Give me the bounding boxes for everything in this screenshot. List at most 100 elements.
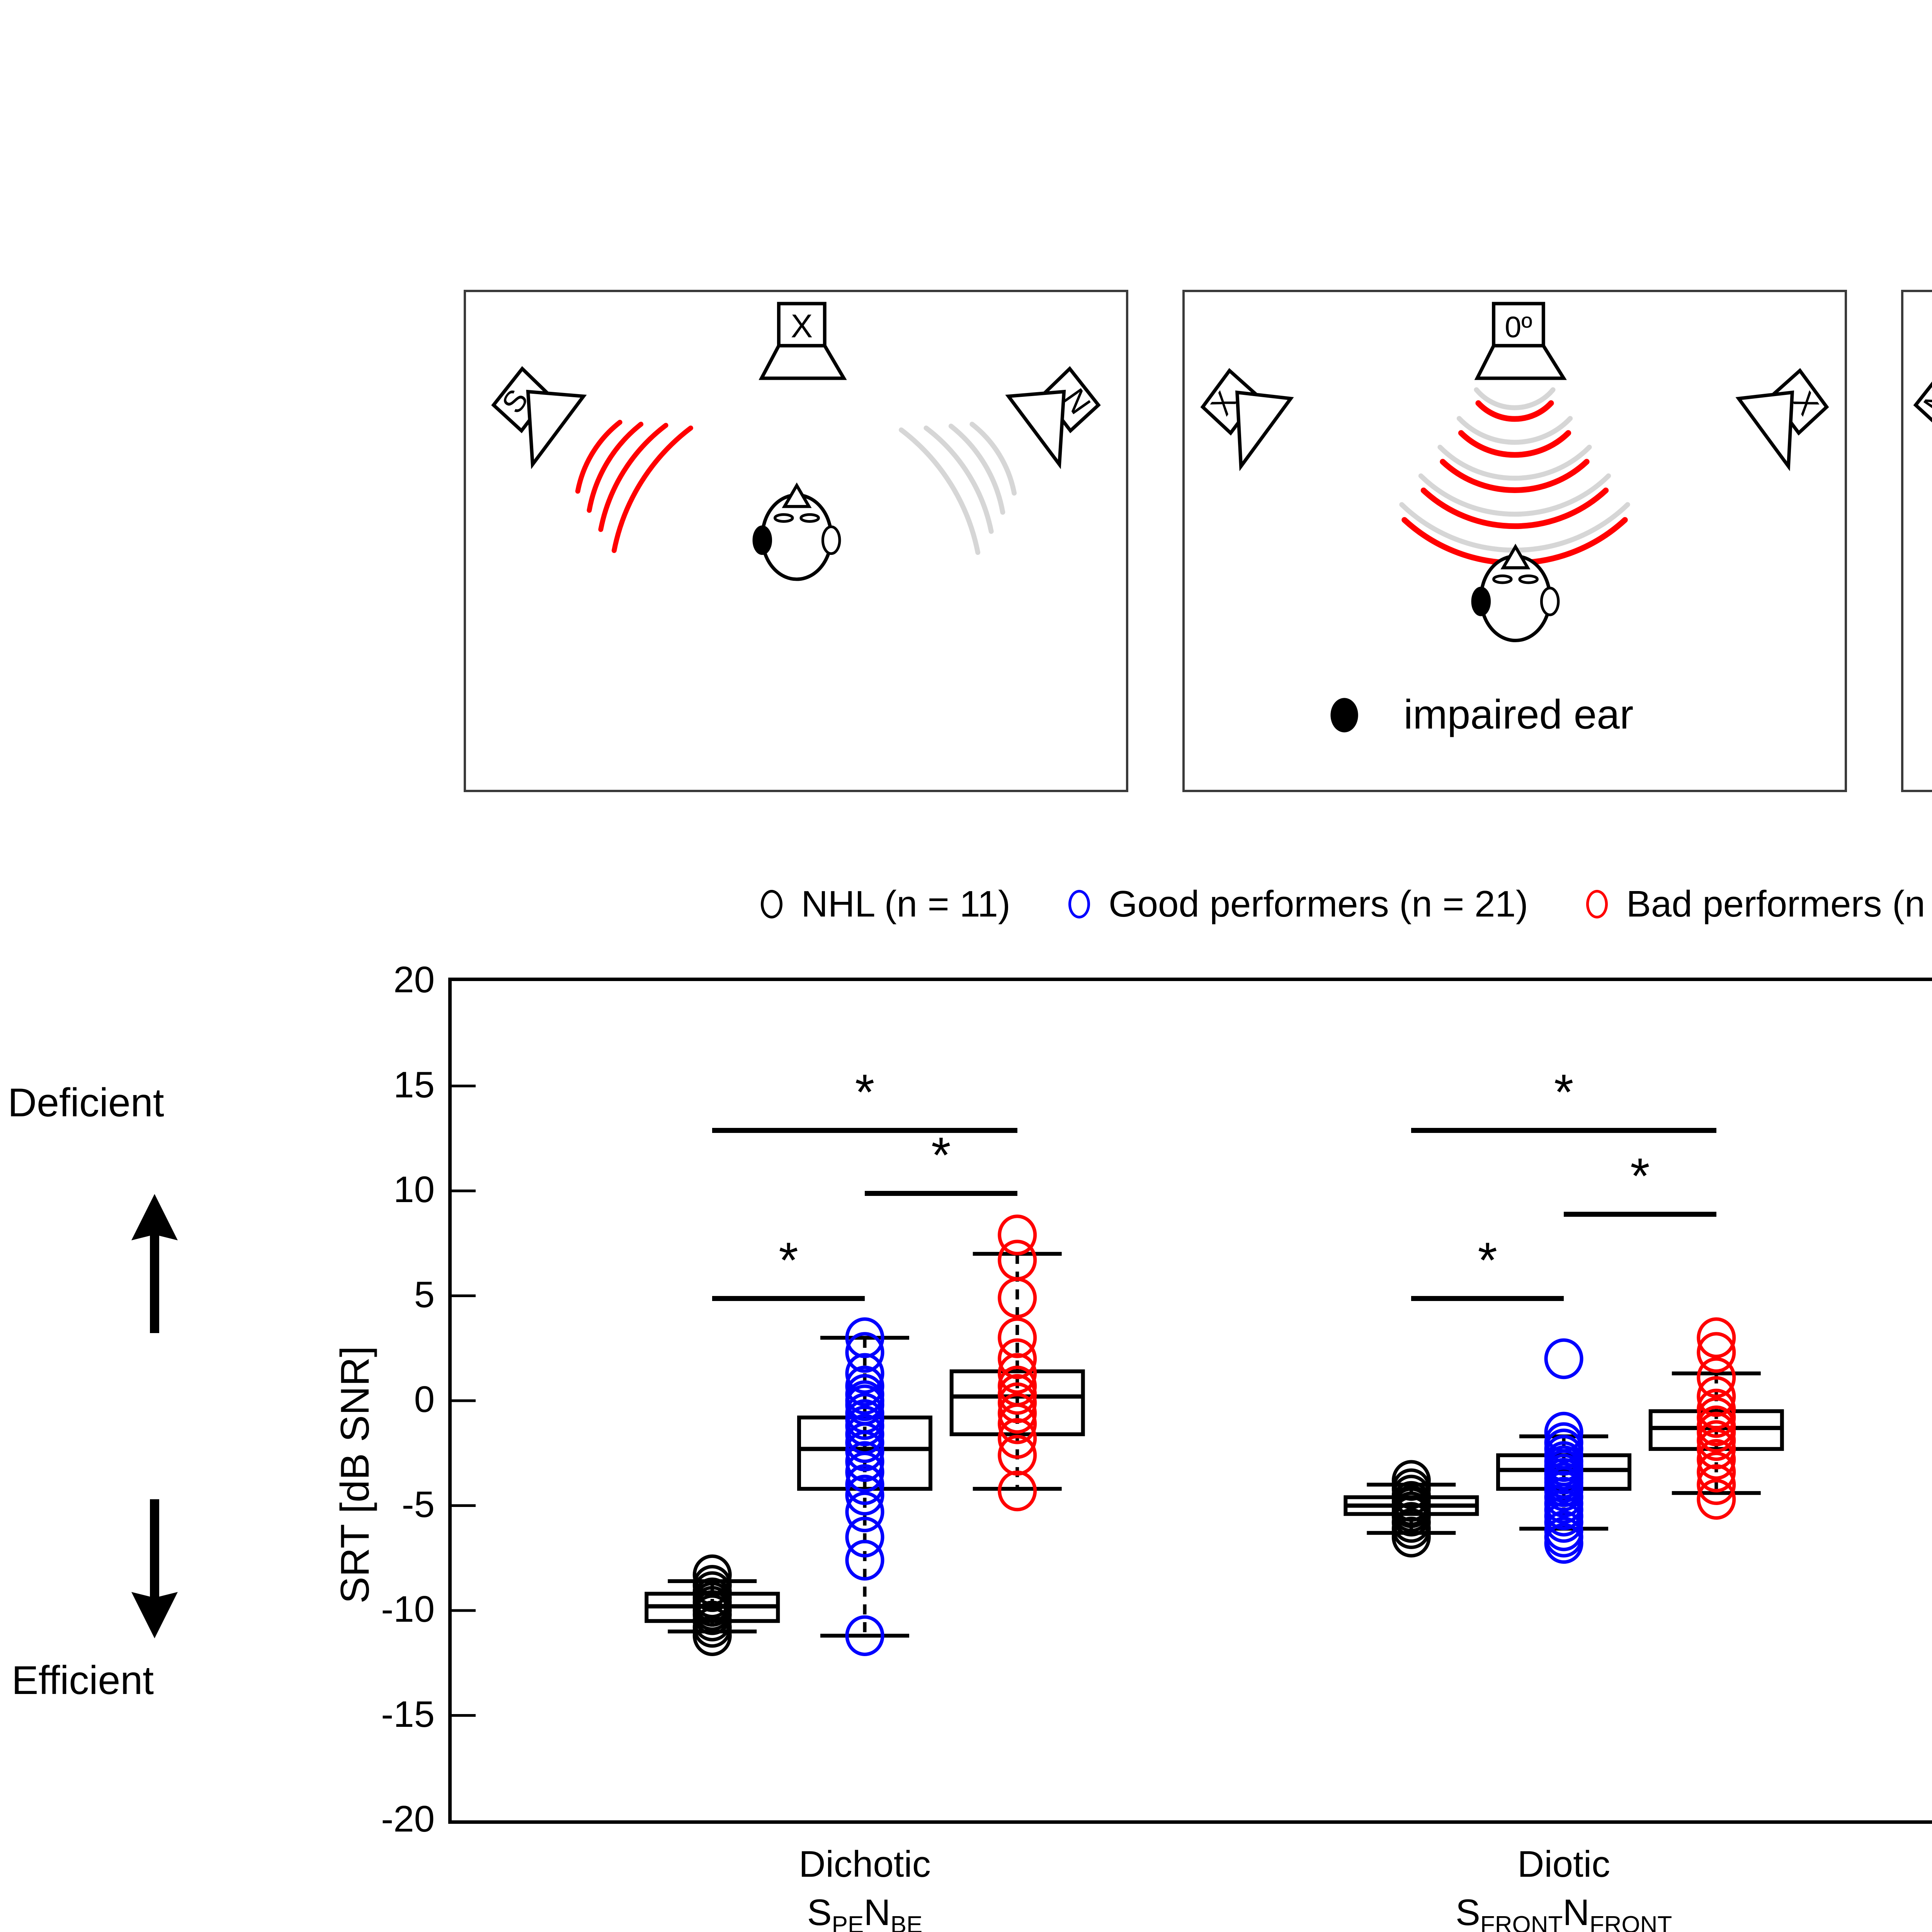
schematic-panel-reversed-dichotic: X N S (1901, 290, 1932, 792)
significance-star: * (931, 1127, 951, 1183)
x-axis-label-sub: SPENBE (807, 1892, 923, 1932)
legend-label: Good performers (n = 21) (1108, 883, 1528, 925)
normal-ear-marker (1540, 587, 1560, 616)
direction-arrows (131, 1194, 178, 1638)
legend-item-0[interactable]: NHL (n = 11) (761, 886, 1010, 923)
y-tick-label: 20 (393, 959, 435, 1000)
y-tick-label: 5 (414, 1274, 435, 1315)
impaired-ear-legend-dot (1330, 698, 1358, 733)
reversed-dichotic-scene: X N S (1913, 381, 1932, 423)
legend-item-1[interactable]: Good performers (n = 21) (1068, 886, 1528, 923)
data-point (845, 1615, 884, 1656)
significance-star: * (1630, 1148, 1650, 1204)
impaired-ear-marker (752, 525, 772, 555)
legend-circle-icon (1586, 890, 1608, 918)
diotic-scene: 0º X X impaired ear (1200, 302, 1829, 737)
boxplot-diotic-bad-performers (1648, 1317, 1784, 1520)
data-point (1697, 1317, 1736, 1358)
data-point (845, 1451, 884, 1493)
data-point (845, 1517, 884, 1558)
normal-ear-marker (821, 525, 841, 555)
data-point (692, 1615, 732, 1656)
data-point (845, 1491, 884, 1532)
y-tick-label: -15 (381, 1693, 435, 1735)
sound-wave-right-inactive (899, 422, 1017, 555)
dichotic-scene: X S N (491, 302, 1101, 581)
legend-circle-icon (761, 890, 783, 918)
boxplot-dichotic-good-performers (797, 1317, 932, 1656)
listener-head-icon (1471, 543, 1560, 643)
speaker-right-icon (1005, 366, 1101, 469)
y-tick-label: 15 (393, 1064, 435, 1105)
plot-canvas (452, 1085, 1784, 1717)
significance-star: * (1478, 1231, 1497, 1288)
legend-label: Bad performers (n = 14) (1626, 883, 1932, 925)
data-point (1697, 1439, 1736, 1480)
data-point (998, 1393, 1037, 1434)
impaired-ear-legend-label: impaired ear (1404, 691, 1634, 737)
significance-bar (1411, 1128, 1716, 1133)
y-tick-label: -10 (381, 1588, 435, 1630)
speaker-front-label: 0º (1505, 311, 1532, 344)
data-point (998, 1403, 1037, 1444)
data-point (998, 1277, 1037, 1318)
arrow-up-icon (131, 1194, 178, 1333)
chart-legend: NHL (n = 11) Good performers (n = 21) Bad … (0, 879, 1932, 929)
x-axis-label-main: Dichotic (799, 1844, 931, 1885)
data-point (998, 1214, 1037, 1255)
box-iqr (797, 1415, 932, 1491)
data-point (998, 1353, 1037, 1394)
speaker-front-label: X (791, 308, 813, 345)
boxplot-dichotic-bad-performers (949, 1214, 1085, 1512)
legend-label: NHL (n = 11) (801, 883, 1010, 925)
legend-circle-icon (1068, 890, 1090, 918)
axis-direction-label-top: Deficient (8, 1080, 164, 1125)
plot-area (448, 978, 1932, 1824)
legend-item-2[interactable]: Bad performers (n = 14) (1586, 886, 1932, 923)
axis-direction-label-bottom: Efficient (12, 1658, 154, 1703)
data-point (1697, 1479, 1736, 1520)
speaker-right-icon (1735, 368, 1829, 471)
speaker-left-icon (1913, 381, 1932, 423)
data-point (998, 1418, 1037, 1459)
speaker-front-icon (1474, 302, 1567, 380)
speaker-front-icon (759, 302, 847, 380)
data-point (845, 1441, 884, 1482)
data-point (1391, 1517, 1431, 1558)
x-axis-label-main: Diotic (1517, 1844, 1611, 1885)
y-tick-label: -5 (401, 1483, 435, 1525)
y-tick-label: 10 (393, 1169, 435, 1210)
boxplot-diotic-good-performers (1496, 1338, 1632, 1564)
data-point (845, 1332, 884, 1373)
significance-star: * (855, 1064, 875, 1121)
significance-bar (712, 1296, 865, 1301)
arrow-down-icon (131, 1499, 178, 1638)
listener-head-icon (752, 482, 841, 581)
data-point (1544, 1338, 1583, 1379)
significance-bar (1411, 1296, 1564, 1301)
y-tick-label: 0 (414, 1379, 435, 1420)
significance-bar (864, 1191, 1017, 1196)
schematic-panel-diotic: 0º X X impaired ear (1182, 290, 1847, 792)
data-point (1697, 1451, 1736, 1493)
data-point (998, 1470, 1037, 1512)
data-point (845, 1353, 884, 1394)
data-point (845, 1430, 884, 1472)
significance-star: * (779, 1231, 798, 1288)
data-point (845, 1475, 884, 1516)
data-point (1697, 1357, 1736, 1398)
boxplot-dichotic-nhl (645, 1554, 780, 1656)
significance-star: * (1554, 1064, 1574, 1121)
data-point (845, 1464, 884, 1505)
box-iqr (949, 1369, 1085, 1436)
x-axis-label-sub: NPESBE (1915, 1891, 1932, 1932)
data-point (1544, 1523, 1583, 1564)
schematic-panel-dichotic: X S N (464, 290, 1128, 792)
sound-wave-left-active (575, 420, 693, 553)
x-axis-label-sub: SFRONTNFRONT (1455, 1892, 1672, 1932)
boxplot-diotic-nhl (1344, 1460, 1479, 1558)
data-point (1697, 1464, 1736, 1505)
y-tick-label: -20 (381, 1798, 435, 1840)
x-axis-label-main: Reversed dichotic (1915, 1843, 1932, 1886)
